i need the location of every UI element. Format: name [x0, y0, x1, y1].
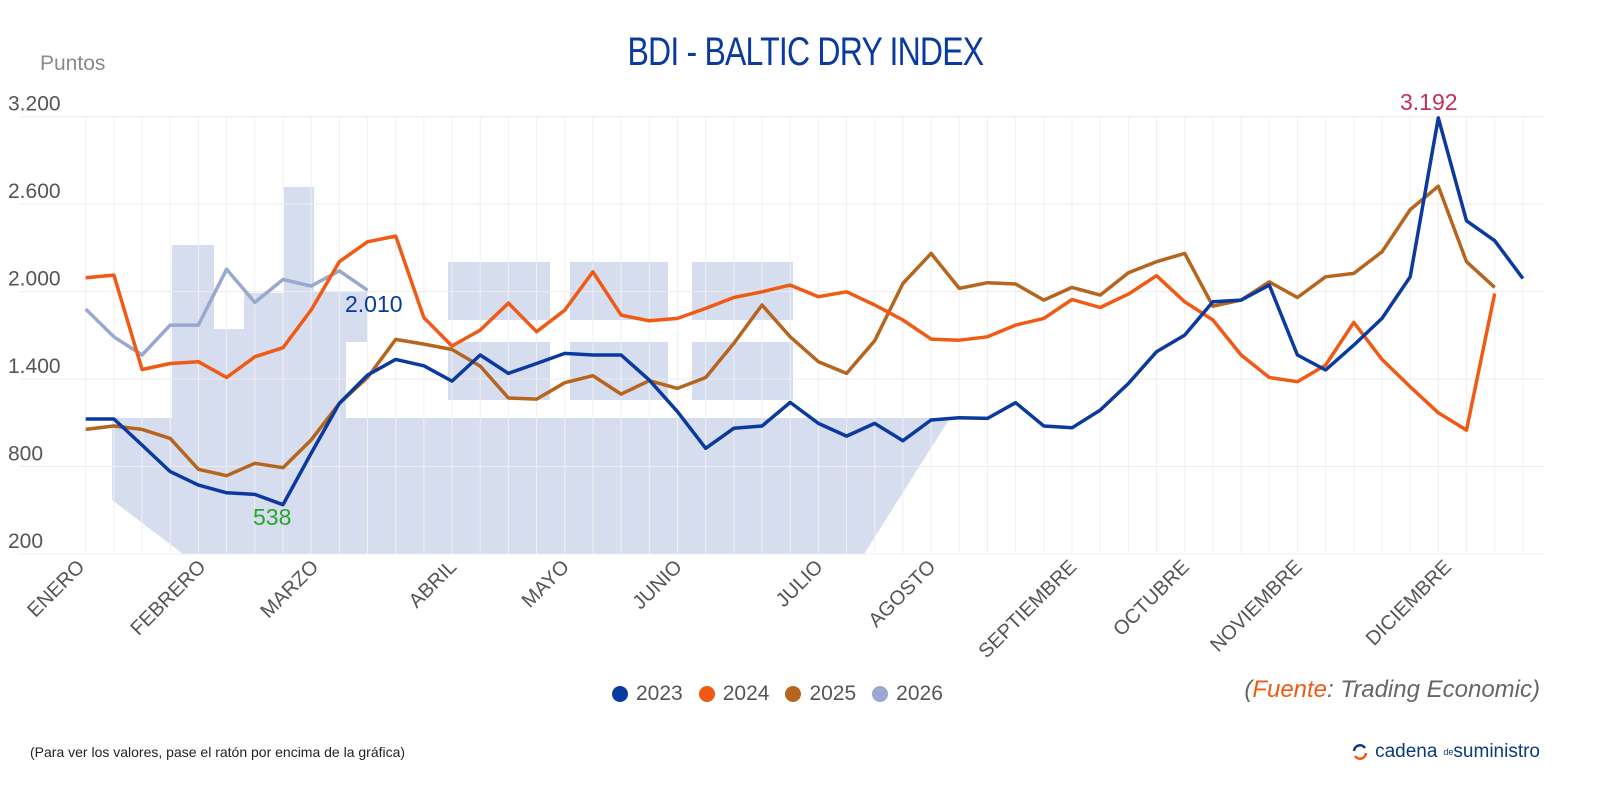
ship-block	[346, 292, 368, 342]
annotation-label: 538	[253, 504, 291, 530]
series-line-2025[interactable]	[85, 184, 1496, 478]
source-credit: (Fuente: Trading Economic)	[1244, 676, 1540, 704]
source-paren: (	[1244, 676, 1253, 703]
legend-label: 2024	[722, 682, 770, 705]
y-tick-label: 200	[8, 530, 43, 553]
legend-dot	[785, 686, 802, 702]
x-tick-label: OCTUBRE	[1109, 556, 1194, 641]
legend-dot	[698, 686, 715, 702]
ship-block	[284, 187, 314, 418]
x-tick-label: MAYO	[518, 556, 574, 612]
ship-block	[692, 262, 793, 320]
x-tick-label: ENERO	[23, 556, 89, 622]
x-tick-label: AGOSTO	[864, 556, 940, 632]
y-axis-label: Puntos	[40, 52, 106, 75]
series-line-2026[interactable]	[84, 267, 369, 357]
legend-label: 2025	[809, 682, 857, 705]
series-line-2023[interactable]	[85, 116, 1525, 507]
ship-block	[172, 245, 214, 418]
chart-title: BDI - BALTIC DRY INDEX	[627, 30, 984, 74]
y-tick-label: 1.400	[8, 355, 61, 378]
logo-cycle-icon	[1352, 744, 1368, 760]
logo[interactable]: cadena de suministro	[1351, 741, 1540, 763]
x-tick-label: SEPTIEMBRE	[974, 556, 1081, 663]
ship-block	[314, 292, 346, 418]
legend-item-2023[interactable]: 2023	[612, 682, 683, 706]
legend-dot	[872, 686, 889, 702]
legend-item-2024[interactable]: 2024	[698, 682, 770, 706]
x-tick-label: JULIO	[772, 556, 828, 612]
x-tick-label: JUNIO	[629, 556, 687, 614]
annotation-label: 3.192	[1400, 89, 1458, 115]
x-tick-label: DICIEMBRE	[1362, 556, 1456, 650]
legend-label: 2026	[896, 682, 943, 705]
y-tick-label: 3.200	[8, 93, 61, 116]
x-tick-label: FEBRERO	[126, 556, 210, 640]
series-lines[interactable]	[84, 116, 1525, 507]
logo-text-de: de	[1443, 747, 1454, 757]
source-label: Fuente	[1252, 676, 1328, 703]
x-tick-label: MARZO	[257, 556, 324, 623]
source-text: : Trading Economic)	[1327, 676, 1540, 703]
x-tick-label: NOVIEMBRE	[1206, 556, 1306, 656]
ship-block	[692, 342, 793, 400]
y-tick-label: 800	[8, 443, 43, 466]
y-tick-label: 2.000	[8, 268, 61, 291]
legend: 2023 2024 2025 2026	[612, 682, 943, 706]
legend-label: 2023	[636, 682, 683, 705]
y-tick-label: 2.600	[8, 180, 61, 203]
y-axis-ticks: 3.200 2.600 2.000 1.400 800 200	[8, 93, 61, 553]
legend-item-2026[interactable]: 2026	[872, 682, 943, 706]
x-axis-ticks: ENERO FEBRERO MARZO ABRIL MAYO JUNIO JULIO AGOS…	[23, 556, 1456, 663]
ship-hull	[112, 418, 950, 554]
annotation-label: 2.010	[345, 291, 403, 317]
logo-text: cadena	[1375, 741, 1438, 762]
series-line-2024[interactable]	[85, 234, 1497, 432]
x-tick-label: ABRIL	[405, 556, 461, 612]
legend-item-2025[interactable]: 2025	[785, 682, 856, 706]
legend-dot	[612, 686, 628, 702]
ship-block	[570, 342, 668, 400]
hover-note: (Para ver los valores, pase el ratón por…	[30, 744, 406, 760]
logo-text-end: suministro	[1453, 741, 1540, 762]
annotations: 3.192 2.010 538	[253, 89, 1458, 530]
